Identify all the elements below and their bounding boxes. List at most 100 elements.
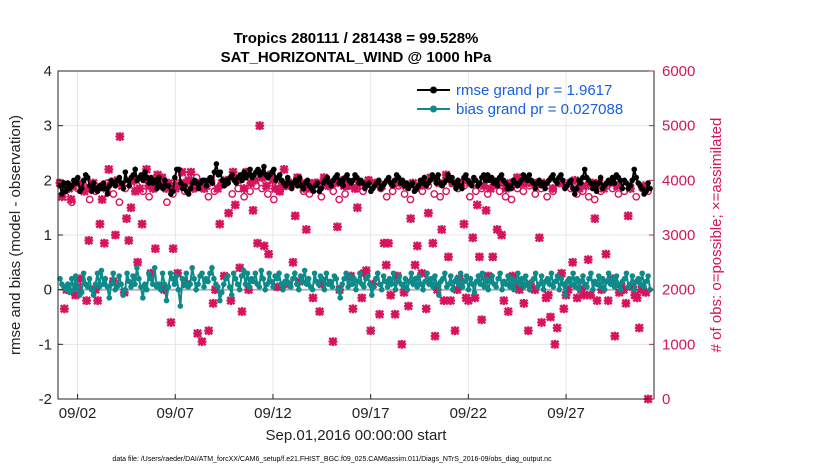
bias-point: [72, 273, 79, 279]
bias-point: [603, 278, 610, 285]
rmse-point: [631, 166, 638, 173]
obs-assimilated-marker: [530, 285, 540, 295]
bias-point: [128, 284, 134, 290]
bias-point: [337, 295, 344, 301]
rmse-point: [211, 169, 218, 175]
rmse-point: [304, 177, 311, 184]
bias-point: [284, 273, 290, 279]
rmse-point: [536, 177, 542, 184]
obs-assimilated-marker: [248, 205, 258, 215]
bias-point: [242, 281, 249, 288]
obs-possible-marker: [85, 195, 94, 204]
rmse-point: [118, 180, 125, 186]
bias-point: [67, 289, 73, 296]
bias-point: [357, 270, 363, 277]
bias-point: [485, 286, 492, 293]
bias-point: [199, 270, 205, 277]
bias-point: [264, 281, 270, 288]
legend-bias-text: bias grand pr = 0.027088: [456, 101, 623, 118]
obs-possible-marker: [317, 192, 326, 201]
rmse-point: [607, 180, 614, 186]
obs-assimilated-marker: [390, 309, 400, 319]
obs-assimilated-marker: [128, 175, 138, 185]
bias-point: [368, 292, 375, 298]
rmse-point: [431, 174, 438, 181]
bias-point: [293, 281, 300, 288]
rmse-point: [233, 180, 240, 186]
legend-bias-marker: [430, 105, 437, 113]
obs-assimilated-marker: [492, 225, 502, 234]
obs-possible-marker: [263, 190, 272, 198]
rmse-point: [451, 180, 457, 186]
chart-title-line2: SAT_HORIZONTAL_WIND @ 1000 hPa: [221, 49, 492, 66]
bias-series: [57, 263, 653, 309]
bias-point: [467, 275, 474, 282]
bias-point: [396, 273, 403, 279]
obs-assimilated-marker: [59, 304, 69, 314]
obs-assimilated-marker: [93, 296, 103, 306]
bias-point: [442, 270, 448, 277]
obs-possible-marker: [335, 195, 344, 204]
bias-point: [226, 284, 233, 290]
bias-point: [116, 273, 122, 279]
obs-assimilated-marker: [514, 285, 524, 295]
bias-point: [629, 273, 636, 279]
bias-point: [327, 278, 334, 285]
rmse-point: [469, 183, 475, 189]
rmse-point: [181, 183, 188, 189]
bias-point: [333, 275, 340, 282]
obs-assimilated-marker: [82, 296, 92, 306]
bias-point: [220, 281, 227, 288]
rmse-point: [581, 166, 588, 173]
bias-point: [544, 275, 551, 282]
obs-possible-marker: [115, 198, 124, 207]
obs-assimilated-marker: [641, 287, 651, 297]
obs-assimilated-marker: [519, 298, 529, 308]
y-left-tick-label: 3: [44, 118, 52, 135]
rmse-point: [643, 188, 649, 195]
rmse-point: [385, 174, 392, 181]
obs-assimilated-marker: [270, 184, 280, 193]
obs-assimilated-marker: [115, 132, 125, 142]
bias-point: [584, 284, 590, 290]
bias-point: [370, 284, 377, 290]
obs-assimilated-marker: [122, 214, 131, 224]
rmse-point: [338, 177, 344, 184]
rmse-point: [433, 180, 440, 186]
rmse-point: [403, 180, 410, 186]
bias-point: [424, 270, 430, 277]
rmse-point: [219, 177, 226, 184]
bias-point: [215, 284, 221, 290]
bias-point: [631, 286, 638, 293]
rmse-point: [201, 177, 208, 184]
y-axis-left-label: rmse and bias (model - observation): [7, 115, 24, 355]
y-right-tick-label: 4000: [662, 172, 695, 189]
bias-point: [574, 275, 580, 282]
bias-point: [515, 270, 521, 277]
obs-assimilated-marker: [259, 241, 269, 251]
rmse-point: [647, 185, 653, 192]
obs-assimilated-marker: [250, 175, 260, 185]
rmse-point: [633, 174, 640, 181]
rmse-point: [177, 180, 184, 186]
bias-point: [615, 281, 622, 288]
bias-point: [440, 275, 446, 282]
bias-point: [349, 281, 355, 288]
y-right-tick-label: 1000: [662, 336, 695, 353]
bias-point: [78, 289, 85, 296]
bias-point: [520, 284, 527, 290]
obs-assimilated-marker: [557, 268, 567, 278]
x-tick-label: 09/02: [59, 405, 97, 422]
obs-possible-marker: [341, 190, 350, 198]
rmse-point: [69, 183, 75, 189]
obs-assimilated-marker: [497, 230, 507, 240]
obs-assimilated-marker: [130, 186, 140, 196]
rmse-point: [354, 174, 360, 181]
bias-point: [422, 278, 428, 285]
rmse-point: [611, 180, 618, 186]
bias-point: [457, 270, 464, 277]
obs-assimilated-marker: [610, 331, 620, 341]
obs-assimilated-marker: [384, 238, 393, 248]
bias-point: [578, 278, 584, 285]
bias-point: [256, 284, 263, 290]
